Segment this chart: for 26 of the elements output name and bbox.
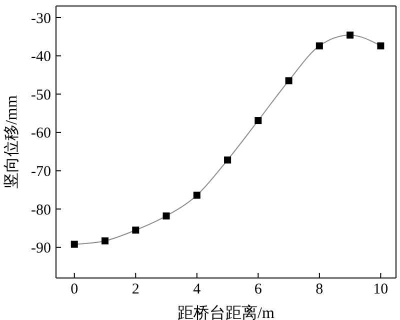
point (346, 32, 354, 39)
x-tick-label: 4 (193, 282, 202, 298)
point (102, 237, 109, 244)
x-tick-label: 6 (254, 282, 262, 298)
point (254, 117, 262, 124)
point (193, 192, 200, 199)
x-tick-label: 10 (373, 282, 388, 298)
y-tick-label: -80 (31, 202, 51, 218)
y-tick-label: -30 (31, 10, 51, 27)
y-tick-label: -90 (31, 240, 51, 257)
point (285, 77, 292, 84)
y-tick-label: -50 (31, 87, 51, 104)
point (224, 156, 232, 164)
point (316, 42, 323, 50)
x-tick-label: 0 (70, 282, 78, 298)
point (70, 240, 78, 248)
y-tick-label: -70 (31, 164, 51, 180)
y-tick-label: -60 (31, 126, 51, 142)
y-tick-label: -40 (31, 49, 51, 66)
y-axis-title: 竖向位移/mm (4, 94, 20, 189)
point (132, 226, 140, 234)
x-tick-label: 8 (316, 282, 324, 298)
x-axis-title: 距桥台距离/m (178, 304, 275, 320)
point (162, 212, 170, 220)
x-tick-label: 2 (132, 282, 140, 298)
point (377, 42, 384, 50)
